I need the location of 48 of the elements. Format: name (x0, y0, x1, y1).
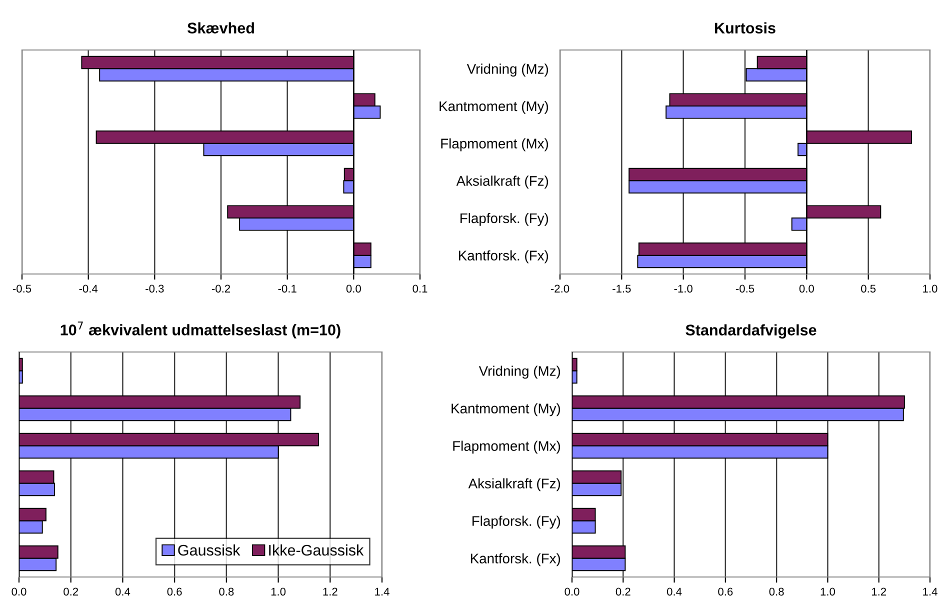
x-tick-label: 1.2 (323, 588, 338, 596)
x-tick-label: 0.8 (219, 588, 234, 596)
x-tick-label: 1.2 (872, 588, 886, 596)
x-tick-label: 0.8 (769, 588, 784, 596)
y-tick-label: Kantforsk. (Fx) (470, 553, 560, 566)
x-tick-label: -0.2 (212, 284, 230, 293)
chart-title: Skævhed (187, 22, 254, 34)
y-tick-label: Aksialkraft (Fz) (468, 478, 560, 492)
x-tick-label: -0.4 (79, 284, 98, 293)
x-tick-label: -0.5 (736, 284, 754, 293)
x-tick-label: -0.3 (146, 284, 164, 293)
chart-title: Standardafvigelse (686, 324, 816, 339)
x-tick-label: 0.4 (115, 588, 130, 596)
x-tick-label: 0.2 (616, 588, 630, 596)
y-tick-label: Flapmoment (Mx) (453, 440, 560, 454)
x-tick-label: 0.6 (167, 588, 182, 596)
y-tick-label: Vridning (Mz) (466, 64, 548, 77)
y-tick-label: Vridning (Mz) (478, 366, 560, 379)
x-tick-label: -2.0 (550, 284, 570, 293)
y-tick-label: Flapforsk. (Fy) (472, 516, 560, 529)
y-tick-label: Kantmoment (My) (440, 100, 548, 114)
x-tick-label: -0.5 (12, 284, 32, 293)
x-tick-label: 0.0 (12, 588, 26, 596)
x-tick-label: 0.1 (412, 284, 428, 293)
y-tick-label: Aksialkraft (Fz) (456, 176, 548, 189)
chart-title: 10$^{7}$ ækvivalent udmattelseslast (m=10) (60, 322, 340, 338)
y-tick-label: Flapforsk. (Fy) (460, 212, 548, 226)
x-tick-label: -0.1 (278, 284, 296, 293)
x-tick-label: 0.5 (861, 284, 876, 293)
y-tick-label: Kantforsk. (Fx) (458, 250, 548, 264)
x-tick-label: 1.4 (923, 588, 938, 596)
x-tick-label: 0.2 (64, 588, 78, 596)
y-tick-label: Flapmoment (Mx) (441, 138, 548, 152)
x-tick-label: 0.6 (718, 588, 733, 596)
x-tick-label: -1.5 (612, 284, 631, 293)
legend-label: Gaussisk (178, 544, 240, 556)
x-tick-label: -1.0 (674, 284, 692, 293)
x-tick-label: 1.4 (375, 588, 390, 596)
y-tick-label: Kantmoment (My) (452, 403, 560, 416)
x-tick-label: 0.4 (666, 588, 682, 596)
x-tick-label: 0.0 (346, 284, 361, 293)
x-tick-label: 1.0 (923, 284, 938, 293)
x-tick-label: 0.0 (799, 284, 814, 293)
x-tick-label: 0.0 (564, 588, 580, 596)
chart-title: Kurtosis (715, 22, 776, 34)
x-tick-label: 1.0 (271, 588, 286, 596)
x-tick-label: 1.0 (820, 588, 836, 596)
legend-label: Ikke-Gaussisk (269, 544, 364, 556)
